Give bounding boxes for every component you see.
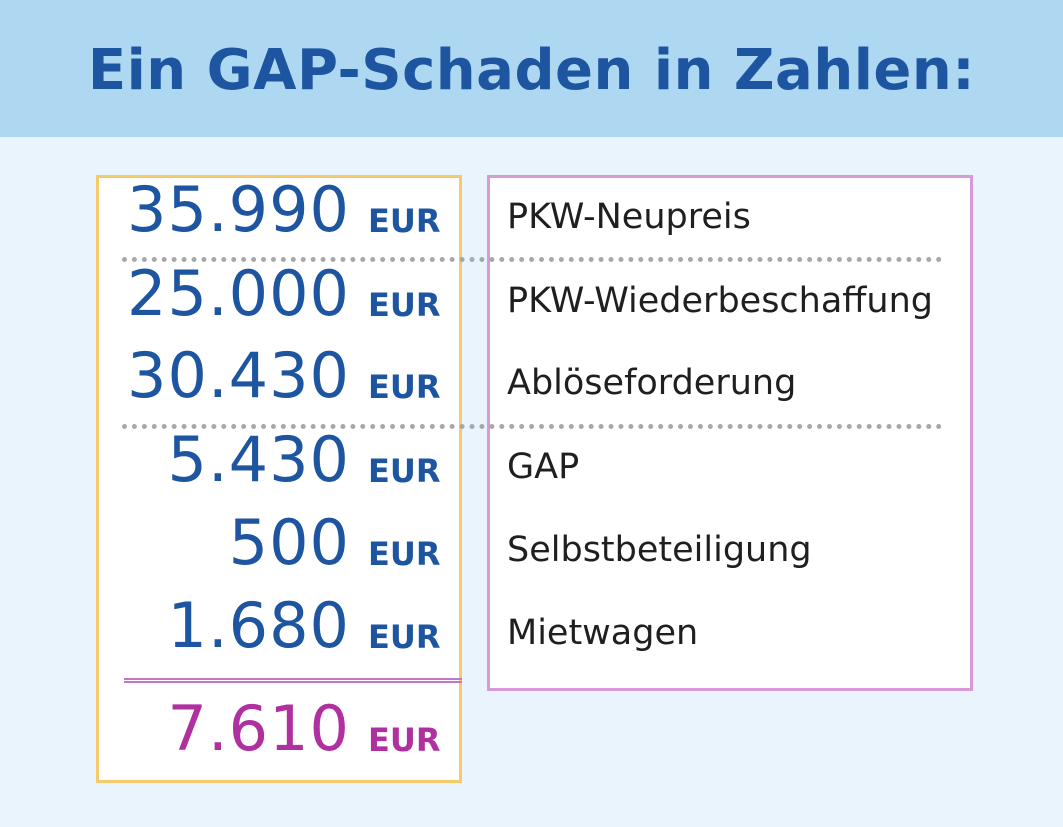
amount-value: 5.430 bbox=[167, 423, 350, 496]
total-value: 7.610 bbox=[167, 692, 350, 765]
table-row: 5.430 EUR GAP bbox=[0, 425, 1063, 505]
table-row: 35.990 EUR PKW-Neupreis bbox=[0, 175, 1063, 255]
table-row: 25.000 EUR PKW-Wiederbeschaffung bbox=[0, 259, 1063, 339]
amount-value: 25.000 bbox=[127, 257, 350, 330]
dotted-separator bbox=[122, 424, 942, 429]
table-row: 500 EUR Selbstbeteiligung bbox=[0, 508, 1063, 588]
table-row: 30.430 EUR Ablöseforderung bbox=[0, 341, 1063, 421]
amount-value: 1.680 bbox=[167, 589, 350, 662]
header-banner bbox=[0, 0, 1063, 137]
currency-unit: EUR bbox=[368, 535, 441, 573]
currency-unit: EUR bbox=[368, 286, 441, 324]
row-label: PKW-Wiederbeschaffung bbox=[507, 281, 933, 321]
currency-unit: EUR bbox=[368, 368, 441, 406]
currency-unit: EUR bbox=[368, 202, 441, 240]
currency-unit: EUR bbox=[368, 618, 441, 656]
page-title: Ein GAP-Schaden in Zahlen: bbox=[87, 38, 976, 103]
row-label: Mietwagen bbox=[507, 613, 699, 653]
row-label: Selbstbeteiligung bbox=[507, 530, 812, 570]
currency-unit: EUR bbox=[368, 452, 441, 490]
sum-line bbox=[124, 678, 462, 683]
total-row: 7.610 EUR bbox=[0, 694, 1063, 774]
row-label: GAP bbox=[507, 447, 580, 487]
dotted-separator bbox=[122, 257, 942, 262]
row-label: Ablöseforderung bbox=[507, 363, 797, 403]
amount-value: 500 bbox=[228, 506, 350, 579]
currency-unit: EUR bbox=[368, 721, 441, 759]
amount-value: 30.430 bbox=[127, 339, 350, 412]
table-row: 1.680 EUR Mietwagen bbox=[0, 591, 1063, 671]
row-label: PKW-Neupreis bbox=[507, 197, 751, 237]
amount-value: 35.990 bbox=[127, 173, 350, 246]
